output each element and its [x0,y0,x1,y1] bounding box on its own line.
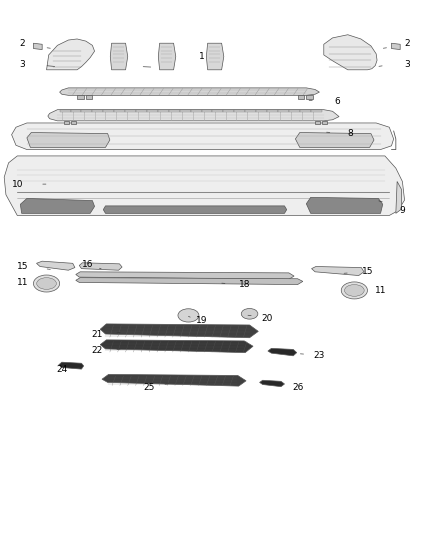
Ellipse shape [182,274,186,276]
Polygon shape [295,133,374,148]
Ellipse shape [160,274,164,276]
Ellipse shape [270,274,273,276]
Ellipse shape [204,274,208,276]
Polygon shape [81,110,92,112]
Polygon shape [100,324,258,338]
Text: 10: 10 [12,180,24,189]
Polygon shape [311,110,321,112]
Polygon shape [267,110,278,112]
Text: 18: 18 [240,280,251,289]
Text: 11: 11 [17,278,28,287]
Ellipse shape [248,274,251,276]
Polygon shape [12,123,394,150]
Text: 1: 1 [199,52,205,61]
Ellipse shape [95,274,99,276]
Polygon shape [33,43,42,50]
Polygon shape [268,349,297,356]
Ellipse shape [117,274,120,276]
Text: 9: 9 [399,206,405,215]
Ellipse shape [37,278,57,289]
Polygon shape [158,110,169,112]
Ellipse shape [226,274,230,276]
Text: 22: 22 [91,346,102,355]
Polygon shape [100,340,253,353]
Ellipse shape [178,309,199,322]
Polygon shape [158,43,176,70]
Text: 21: 21 [91,329,102,338]
Polygon shape [77,95,84,99]
Text: 16: 16 [82,261,94,269]
Polygon shape [169,110,180,112]
Text: 19: 19 [196,316,207,325]
Text: 3: 3 [404,60,410,69]
Polygon shape [147,110,158,112]
Polygon shape [59,362,84,369]
Polygon shape [206,43,224,70]
Polygon shape [223,110,234,112]
Polygon shape [297,95,304,99]
Polygon shape [36,261,75,270]
Polygon shape [46,39,95,70]
Text: 6: 6 [334,97,340,106]
Text: 25: 25 [144,383,155,392]
Text: 2: 2 [404,39,410,48]
Ellipse shape [341,282,367,299]
Text: 11: 11 [375,286,386,295]
Polygon shape [260,380,285,386]
Text: 2: 2 [20,39,25,48]
Polygon shape [125,110,136,112]
Polygon shape [321,121,327,124]
Polygon shape [278,110,289,112]
Text: 15: 15 [362,268,373,276]
Polygon shape [300,110,311,112]
Polygon shape [102,374,246,386]
Polygon shape [234,110,245,112]
Ellipse shape [241,309,258,319]
Text: 3: 3 [20,60,25,69]
Polygon shape [79,263,122,270]
Polygon shape [60,110,71,112]
Polygon shape [245,110,256,112]
Polygon shape [20,198,95,213]
Polygon shape [306,197,383,213]
Polygon shape [48,110,339,121]
Polygon shape [289,110,300,112]
Ellipse shape [33,275,60,292]
Polygon shape [86,95,92,99]
Polygon shape [306,95,313,99]
Polygon shape [103,110,114,112]
Polygon shape [71,110,81,112]
Text: 15: 15 [17,262,28,271]
Polygon shape [256,110,267,112]
Text: 26: 26 [292,383,303,392]
Polygon shape [60,88,319,95]
Polygon shape [92,110,103,112]
Polygon shape [110,43,128,70]
Polygon shape [71,121,76,124]
Text: 23: 23 [314,351,325,360]
Polygon shape [76,272,294,279]
Polygon shape [191,110,201,112]
Text: 8: 8 [347,129,353,138]
Polygon shape [136,110,147,112]
Polygon shape [27,133,110,148]
Ellipse shape [139,274,142,276]
Ellipse shape [345,285,364,296]
Polygon shape [180,110,191,112]
Polygon shape [212,110,223,112]
Polygon shape [396,181,402,213]
Polygon shape [315,121,320,124]
Polygon shape [114,110,125,112]
Text: 24: 24 [56,365,67,374]
Polygon shape [311,266,364,276]
Polygon shape [392,43,400,50]
Polygon shape [76,278,303,285]
Polygon shape [4,156,405,215]
Text: 20: 20 [261,313,273,322]
Polygon shape [64,121,69,124]
Polygon shape [324,35,377,70]
Polygon shape [201,110,212,112]
Polygon shape [103,206,287,213]
